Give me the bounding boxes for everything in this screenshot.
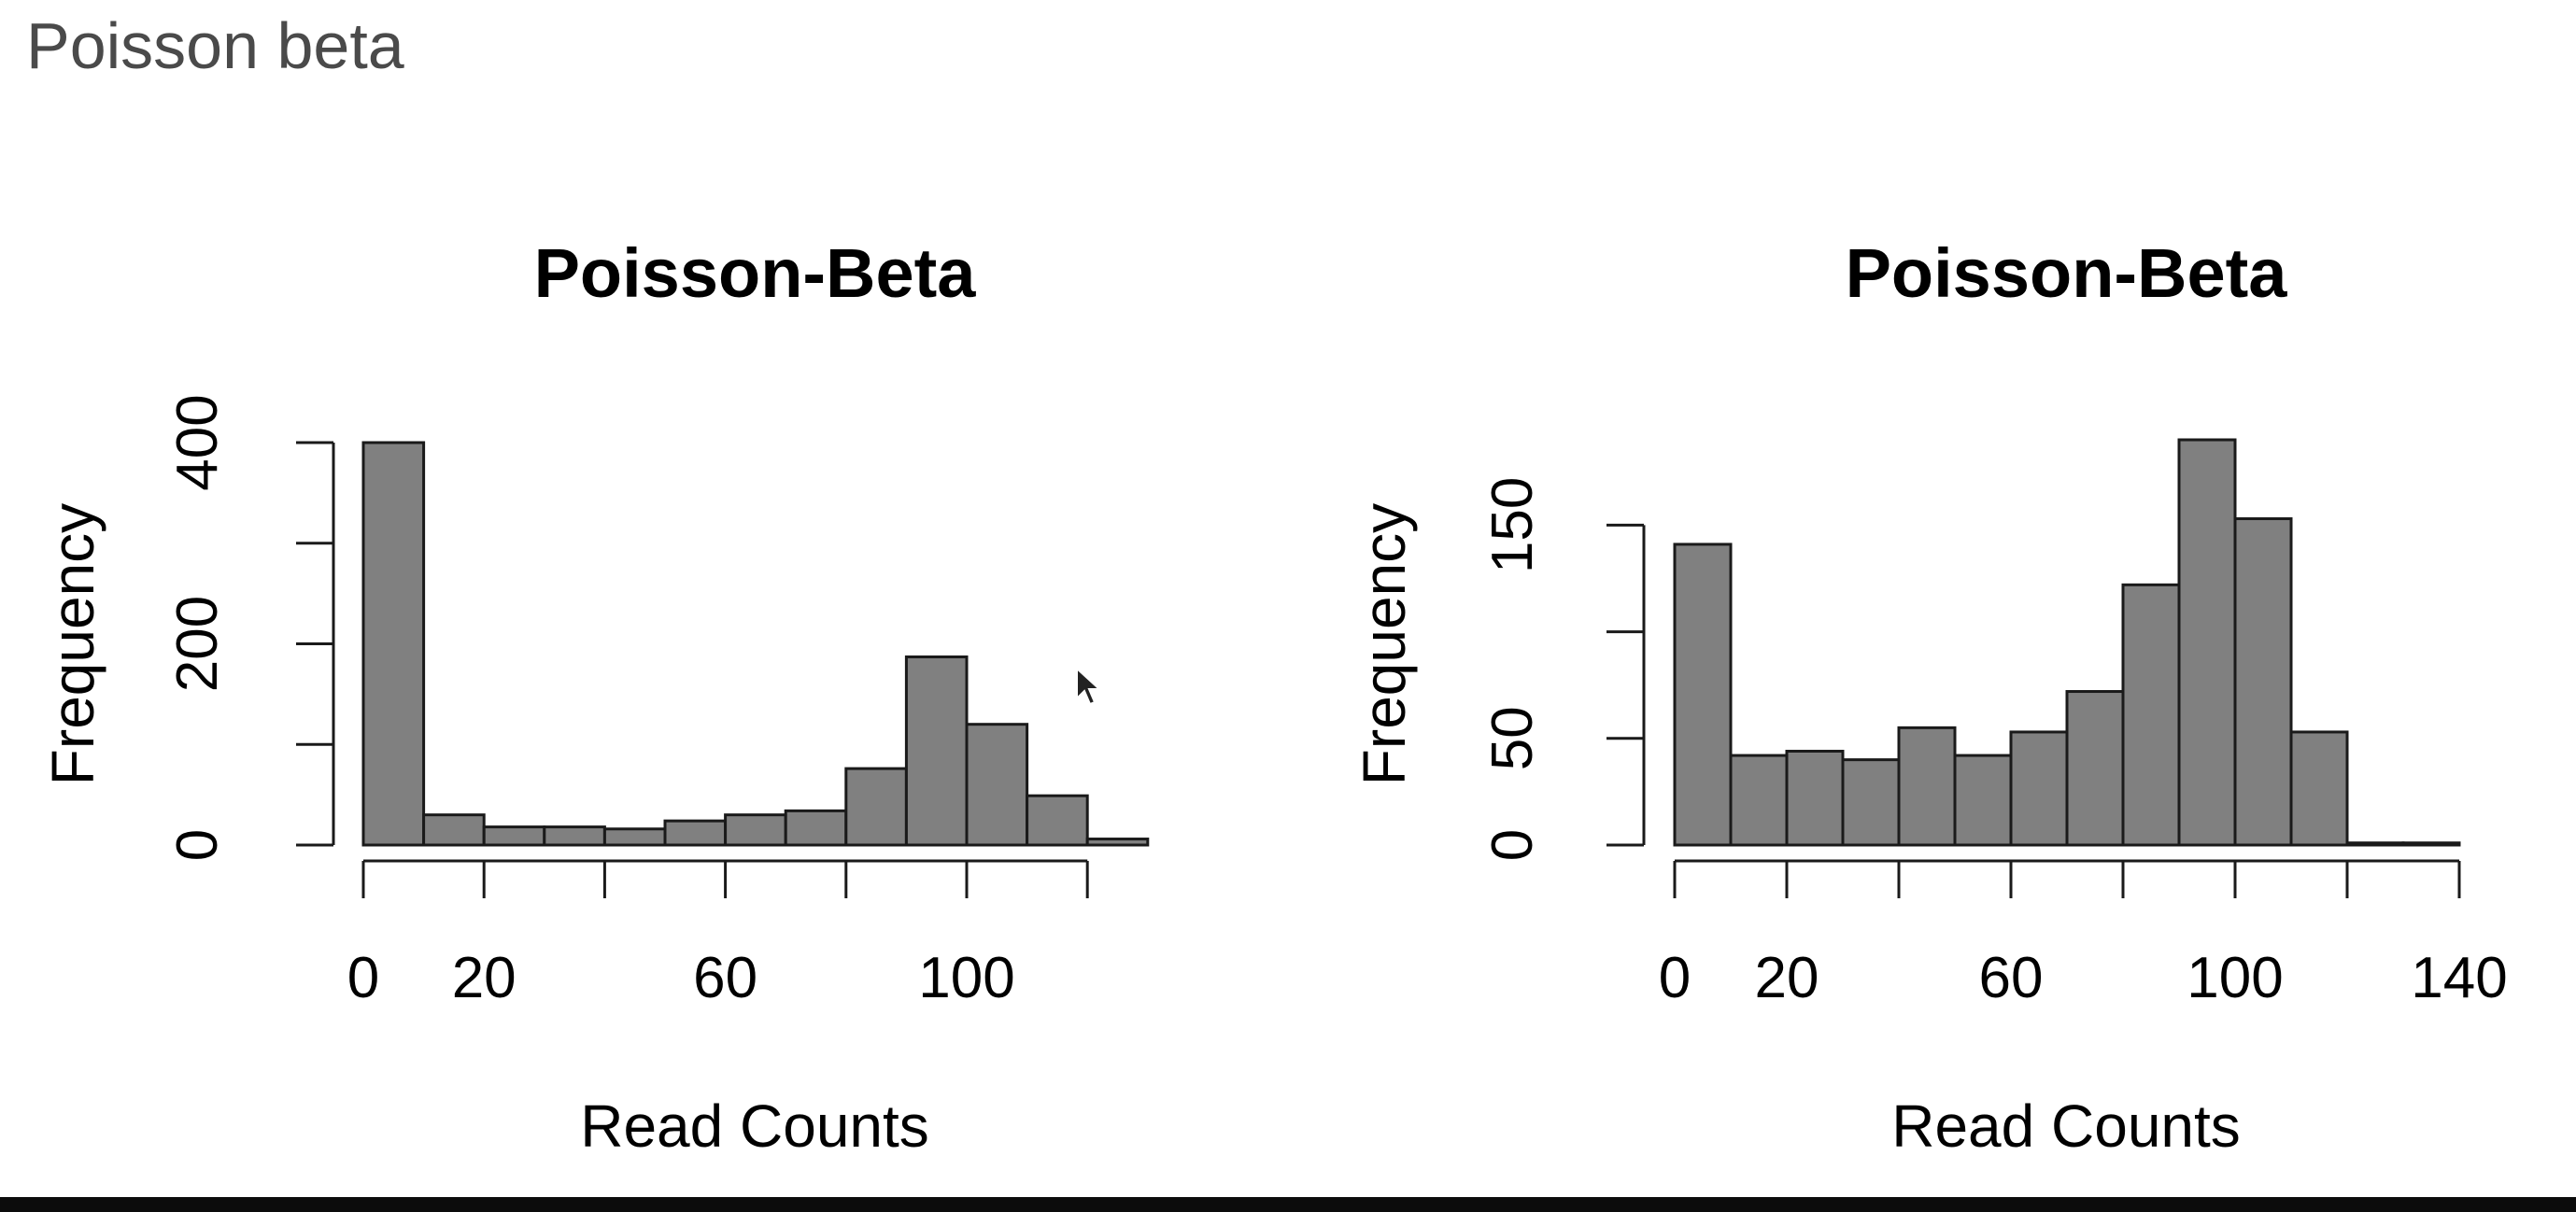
histogram-chart-2: Poisson-Beta 0 50 150 0 20 60 100 140 Read Counts… — [1351, 234, 2508, 1160]
x-tick-label: 20 — [452, 946, 517, 1010]
histogram-bar — [2233, 517, 2293, 847]
y-axis-label: Frequency — [39, 503, 106, 785]
mouse-pointer-icon — [1076, 667, 1102, 706]
histogram-bar — [784, 809, 848, 847]
histogram-bar — [361, 441, 426, 847]
histogram-bar — [602, 827, 667, 847]
x-tick-label: 0 — [347, 946, 379, 1010]
histogram-bar — [482, 825, 546, 847]
histogram-bar — [663, 819, 728, 847]
y-tick-label: 50 — [1480, 706, 1545, 770]
y-tick-label: 400 — [165, 394, 230, 490]
x-tick-label: 100 — [918, 946, 1014, 1010]
histogram-bar — [2177, 438, 2237, 847]
x-tick-label: 0 — [1659, 946, 1691, 1010]
histogram-bar — [1785, 749, 1845, 847]
histogram-bar — [2345, 841, 2405, 847]
chart-title: Poisson-Beta — [1846, 234, 2288, 312]
histogram-bar — [1897, 726, 1957, 847]
histogram-bar — [422, 813, 486, 847]
histogram-bar — [1085, 838, 1150, 847]
histogram-bar — [2401, 841, 2461, 847]
x-tick-label: 60 — [1979, 946, 2044, 1010]
y-tick-label: 150 — [1480, 477, 1545, 573]
histogram-bar — [2121, 583, 2181, 847]
y-tick-label: 0 — [165, 829, 230, 861]
histogram-bar — [1729, 754, 1789, 847]
page-title: Poisson beta — [26, 9, 404, 82]
x-axis-label: Read Counts — [1891, 1092, 2241, 1160]
y-tick-label: 200 — [165, 596, 230, 692]
histogram-bar — [2289, 730, 2349, 847]
histogram-bar — [844, 767, 908, 847]
histogram-bar — [1673, 543, 1733, 847]
histogram-bar — [1953, 754, 2013, 847]
x-tick-label: 20 — [1755, 946, 1819, 1010]
histogram-chart-1: Poisson-Beta 0 200 400 0 20 60 100 Read Counts Fr… — [39, 234, 1150, 1160]
histogram-bar — [2065, 690, 2125, 847]
bottom-bar — [0, 1197, 2576, 1212]
x-axis-label: Read Counts — [580, 1092, 929, 1160]
histogram-bar — [724, 813, 787, 847]
histogram-bar — [1026, 794, 1089, 847]
y-tick-label: 0 — [1480, 829, 1545, 861]
histogram-bar — [965, 723, 1029, 847]
histogram-bar — [1841, 758, 1901, 847]
histogram-bar — [543, 825, 606, 847]
histogram-bar — [2009, 730, 2069, 847]
y-axis-label: Frequency — [1351, 503, 1418, 785]
x-tick-label: 60 — [693, 946, 757, 1010]
chart-title: Poisson-Beta — [534, 234, 977, 312]
x-tick-label: 140 — [2411, 946, 2507, 1010]
histogram-bar — [904, 655, 969, 847]
x-tick-label: 100 — [2187, 946, 2283, 1010]
